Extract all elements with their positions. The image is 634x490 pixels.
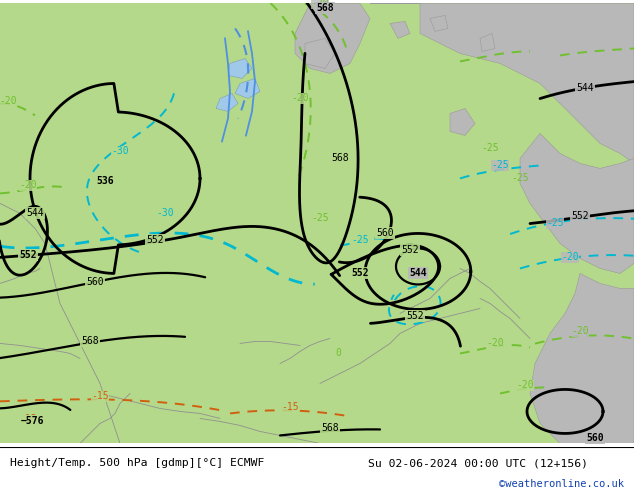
Text: ©weatheronline.co.uk: ©weatheronline.co.uk bbox=[500, 479, 624, 489]
Text: 0: 0 bbox=[335, 348, 341, 359]
Polygon shape bbox=[450, 108, 475, 135]
Text: −576: −576 bbox=[20, 416, 44, 426]
Polygon shape bbox=[295, 3, 370, 74]
Text: 544: 544 bbox=[409, 269, 427, 278]
Text: 552: 552 bbox=[571, 212, 589, 221]
Text: 568: 568 bbox=[331, 153, 349, 164]
Text: -20: -20 bbox=[0, 97, 17, 106]
Polygon shape bbox=[305, 38, 335, 69]
Text: -15: -15 bbox=[19, 415, 37, 424]
Text: -20: -20 bbox=[561, 252, 579, 263]
Text: Su 02-06-2024 00:00 UTC (12+156): Su 02-06-2024 00:00 UTC (12+156) bbox=[368, 458, 588, 468]
Text: 560: 560 bbox=[376, 228, 394, 239]
Text: 544: 544 bbox=[576, 83, 594, 94]
Text: 568: 568 bbox=[316, 3, 334, 13]
Text: -30: -30 bbox=[156, 208, 174, 219]
Text: 552: 552 bbox=[19, 250, 37, 261]
Text: -20: -20 bbox=[291, 94, 309, 103]
Text: 568: 568 bbox=[321, 423, 339, 434]
Text: -20: -20 bbox=[19, 180, 37, 191]
Text: 552: 552 bbox=[401, 245, 419, 255]
Text: 536: 536 bbox=[96, 176, 114, 186]
Text: -25: -25 bbox=[481, 144, 499, 153]
Text: -20: -20 bbox=[311, 0, 329, 8]
Text: -25: -25 bbox=[546, 219, 564, 228]
Text: -20: -20 bbox=[516, 380, 534, 391]
Text: -30: -30 bbox=[111, 147, 129, 156]
Text: -20: -20 bbox=[571, 326, 589, 337]
Text: -25: -25 bbox=[311, 214, 329, 223]
Text: 560: 560 bbox=[586, 434, 604, 443]
Text: -25: -25 bbox=[351, 235, 369, 245]
Text: 552: 552 bbox=[406, 312, 424, 321]
Text: Height/Temp. 500 hPa [gdmp][°C] ECMWF: Height/Temp. 500 hPa [gdmp][°C] ECMWF bbox=[10, 458, 264, 468]
Polygon shape bbox=[216, 94, 238, 111]
Text: 560: 560 bbox=[86, 277, 104, 288]
Polygon shape bbox=[430, 16, 448, 31]
Polygon shape bbox=[530, 273, 634, 443]
Text: 552: 552 bbox=[146, 235, 164, 245]
Polygon shape bbox=[520, 133, 634, 273]
Text: -20: -20 bbox=[486, 339, 504, 348]
Polygon shape bbox=[390, 22, 410, 38]
Text: -25: -25 bbox=[491, 160, 509, 171]
Polygon shape bbox=[228, 58, 252, 78]
Polygon shape bbox=[480, 33, 495, 51]
Text: -25: -25 bbox=[511, 173, 529, 183]
Text: 552: 552 bbox=[351, 269, 369, 278]
Text: -15: -15 bbox=[91, 392, 109, 401]
Text: -15: -15 bbox=[281, 402, 299, 413]
Polygon shape bbox=[235, 78, 260, 98]
Polygon shape bbox=[370, 3, 634, 164]
Text: 544: 544 bbox=[26, 208, 44, 219]
Text: 568: 568 bbox=[81, 337, 99, 346]
